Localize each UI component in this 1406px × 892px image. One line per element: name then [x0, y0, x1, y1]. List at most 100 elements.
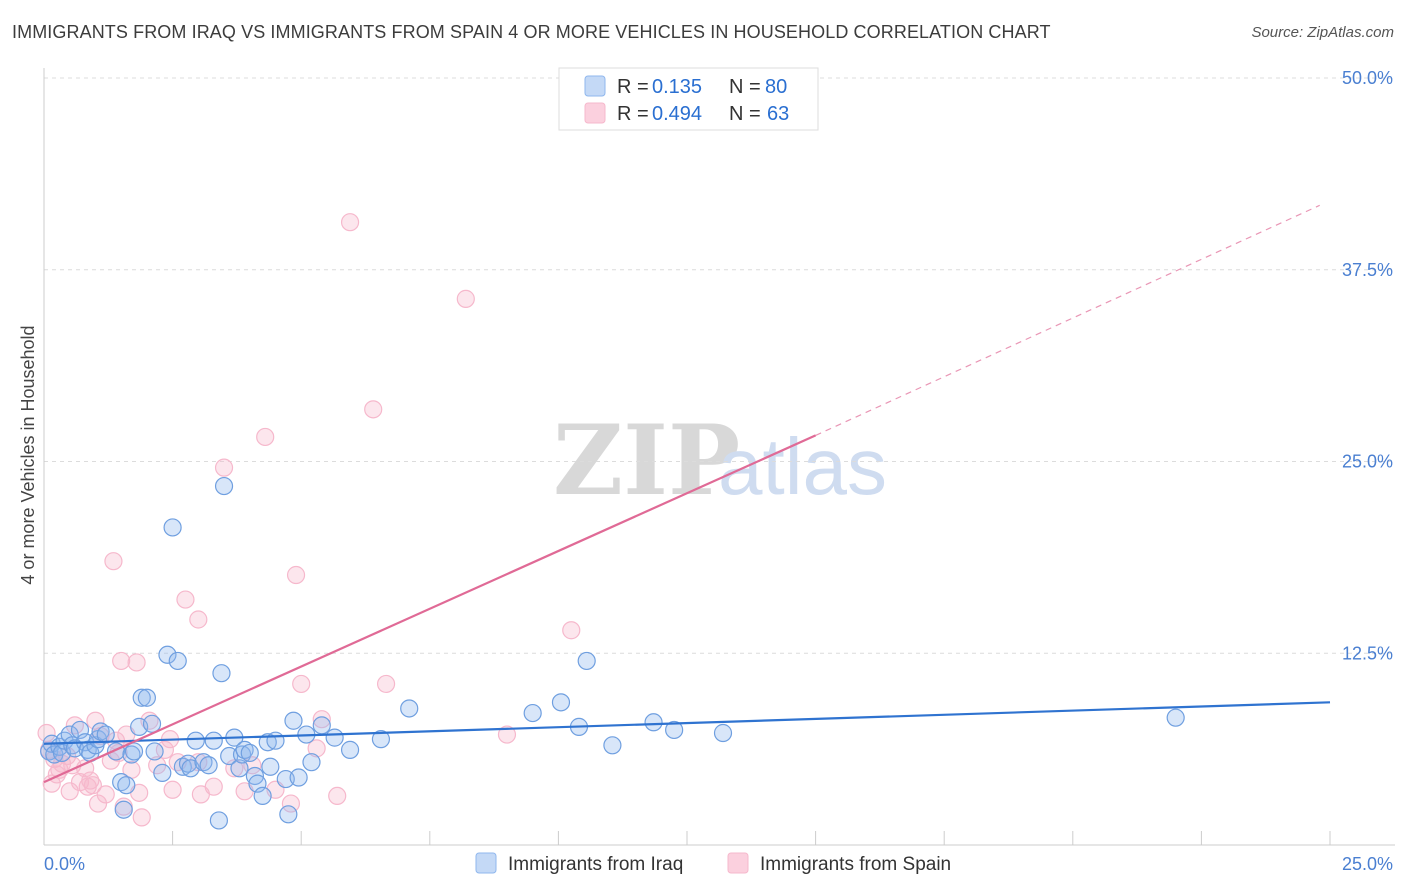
spain-trend-line	[43, 434, 817, 784]
iraq-point-50	[253, 786, 272, 806]
series-spain-points	[37, 213, 581, 827]
iraq-point-44	[230, 759, 249, 778]
spain-point-12	[83, 776, 102, 795]
iraq-point-22	[124, 742, 144, 761]
correlation-legend: R = 0.135 N = 80 R = 0.494 N = 63	[558, 67, 819, 131]
spain-point-18	[104, 552, 123, 571]
bottom-legend-swatch-spain	[727, 852, 749, 874]
iraq-point-47	[240, 743, 259, 763]
spain-point-54	[497, 725, 517, 744]
legend-n-label-iraq: N =	[729, 76, 761, 98]
x-tick-labels: 0.0% 25.0%	[44, 854, 1393, 874]
legend-n-value-spain: 63	[767, 103, 789, 125]
y-axis-label: 4 or more Vehicles in Household	[18, 325, 38, 584]
iraq-point-55	[279, 805, 298, 824]
iraq-point-16	[96, 725, 115, 744]
watermark-atlas: atlas	[718, 422, 887, 511]
iraq-point-51	[258, 733, 277, 752]
legend-r-value-iraq: 0.135	[652, 76, 702, 98]
spain-point-33	[176, 590, 195, 609]
iraq-point-59	[302, 753, 321, 772]
y-tick-label-2: 37.5%	[1342, 260, 1393, 280]
spain-point-27	[140, 711, 159, 730]
spain-point-31	[163, 780, 182, 799]
iraq-point-30	[163, 518, 182, 537]
iraq-point-73	[1166, 708, 1185, 727]
spain-point-24	[127, 653, 146, 672]
spain-point-46	[292, 674, 311, 694]
iraq-point-40	[212, 664, 231, 683]
spain-point-55	[562, 621, 581, 640]
y-tick-label-1: 25.0%	[1342, 452, 1393, 472]
spain-point-14	[88, 794, 108, 813]
iraq-point-38	[204, 731, 223, 750]
iraq-point-36	[194, 753, 213, 772]
axes	[43, 68, 1395, 846]
bottom-legend-swatch-iraq	[475, 852, 497, 874]
iraq-point-35	[186, 731, 205, 750]
spain-point-16	[96, 785, 115, 804]
spain-point-6	[60, 782, 79, 801]
iraq-point-37	[199, 756, 218, 775]
iraq-point-31	[168, 651, 187, 671]
spain-point-44	[281, 794, 301, 813]
spain-point-26	[132, 808, 151, 827]
chart-title: IMMIGRANTS FROM IRAQ VS IMMIGRANTS FROM …	[12, 22, 1051, 42]
watermark-zip: ZIP	[553, 404, 740, 517]
iraq-point-61	[325, 728, 344, 747]
iraq-point-63	[371, 730, 391, 749]
iraq-point-24	[132, 688, 151, 707]
iraq-point-27	[145, 742, 164, 761]
iraq-point-29	[158, 645, 177, 664]
spain-point-20	[112, 651, 131, 671]
spain-point-42	[256, 427, 275, 447]
gridlines	[44, 77, 1395, 654]
iraq-point-64	[400, 699, 419, 718]
iraq-point-65	[523, 703, 542, 723]
spain-point-53	[456, 289, 475, 308]
iraq-point-21	[122, 745, 141, 764]
iraq-point-52	[261, 757, 280, 776]
legend-swatch-iraq	[584, 75, 606, 97]
spain-point-50	[340, 213, 360, 232]
legend-n-label-spain: N =	[729, 103, 761, 125]
spain-point-51	[364, 400, 383, 419]
series-iraq-points	[40, 476, 1185, 830]
spain-point-56	[37, 723, 56, 743]
iraq-point-46	[235, 740, 254, 759]
iraq-point-20	[117, 776, 136, 795]
legend-r-value-spain: 0.494	[652, 103, 702, 125]
spain-point-52	[376, 674, 396, 694]
y-tick-labels: 12.5% 25.0% 37.5% 50.0%	[1342, 68, 1393, 663]
legend-r-label-spain: R =	[617, 103, 649, 125]
trend-lines	[43, 204, 1331, 784]
iraq-point-25	[137, 688, 156, 707]
iraq-point-28	[153, 763, 172, 783]
spain-point-49	[328, 786, 347, 806]
iraq-trend-line	[43, 701, 1331, 745]
iraq-point-66	[551, 693, 571, 712]
bottom-legend-label-iraq: Immigrants from Iraq	[508, 854, 683, 875]
legend-swatch-spain	[584, 102, 606, 124]
iraq-point-72	[713, 723, 733, 743]
iraq-point-69	[603, 736, 622, 755]
y-tick-label-0: 12.5%	[1342, 643, 1393, 663]
iraq-point-68	[577, 651, 596, 671]
iraq-point-19	[114, 800, 133, 819]
series-legend: Immigrants from Iraq Immigrants from Spa…	[475, 852, 951, 875]
iraq-point-71	[665, 720, 684, 740]
spain-point-34	[189, 610, 208, 629]
iraq-point-60	[312, 716, 331, 735]
spain-point-48	[312, 710, 331, 729]
iraq-point-57	[289, 768, 308, 787]
iraq-point-56	[284, 711, 303, 730]
spain-point-47	[307, 739, 326, 758]
y-tick-label-3: 50.0%	[1342, 68, 1393, 88]
source-credit: Source: ZipAtlas.com	[1251, 24, 1394, 41]
x-tick-label-1: 25.0%	[1342, 854, 1393, 874]
iraq-point-26	[142, 714, 162, 733]
iraq-point-53	[266, 731, 285, 750]
iraq-point-39	[209, 811, 228, 830]
iraq-point-32	[173, 757, 192, 776]
